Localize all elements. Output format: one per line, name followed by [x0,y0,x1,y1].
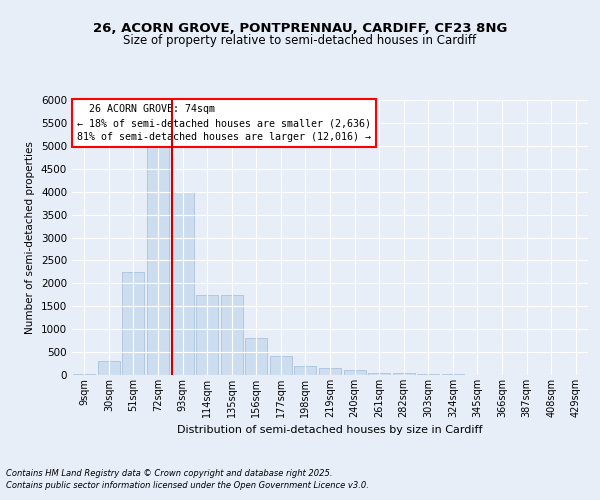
Bar [270,356,292,375]
Text: Contains public sector information licensed under the Open Government Licence v3: Contains public sector information licen… [6,481,369,490]
Bar [73,374,95,375]
Bar [368,372,390,375]
Text: Contains HM Land Registry data © Crown copyright and database right 2025.: Contains HM Land Registry data © Crown c… [6,468,332,477]
Bar [417,374,439,375]
Bar [98,361,120,375]
Bar [295,366,316,375]
Bar [221,295,243,375]
Y-axis label: Number of semi-detached properties: Number of semi-detached properties [25,141,35,334]
Bar [392,373,415,375]
Bar [442,374,464,375]
Text: 26 ACORN GROVE: 74sqm
← 18% of semi-detached houses are smaller (2,636)
81% of s: 26 ACORN GROVE: 74sqm ← 18% of semi-deta… [77,104,371,142]
Bar [245,338,268,375]
Bar [147,146,169,375]
Bar [122,272,145,375]
Text: Size of property relative to semi-detached houses in Cardiff: Size of property relative to semi-detach… [124,34,476,47]
Bar [196,295,218,375]
Bar [172,192,194,375]
Bar [319,368,341,375]
X-axis label: Distribution of semi-detached houses by size in Cardiff: Distribution of semi-detached houses by … [177,426,483,436]
Text: 26, ACORN GROVE, PONTPRENNAU, CARDIFF, CF23 8NG: 26, ACORN GROVE, PONTPRENNAU, CARDIFF, C… [93,22,507,36]
Bar [344,370,365,375]
